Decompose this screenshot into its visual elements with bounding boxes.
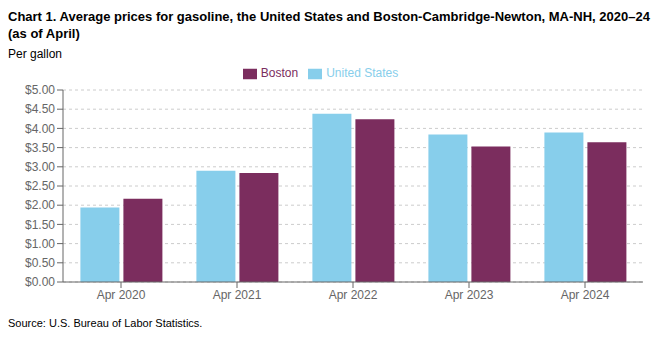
svg-text:Apr 2022: Apr 2022 xyxy=(329,288,378,302)
svg-text:$1.00: $1.00 xyxy=(25,237,55,251)
svg-text:$2.00: $2.00 xyxy=(25,198,55,212)
svg-text:Apr 2023: Apr 2023 xyxy=(445,288,494,302)
svg-text:$5.00: $5.00 xyxy=(25,83,55,97)
svg-text:$4.00: $4.00 xyxy=(25,122,55,136)
svg-text:Apr 2020: Apr 2020 xyxy=(97,288,146,302)
svg-text:$0.00: $0.00 xyxy=(25,275,55,289)
html-text:United States: United States xyxy=(326,66,399,80)
html-text:Boston: Boston xyxy=(260,66,299,80)
svg-text:Apr 2021: Apr 2021 xyxy=(213,288,262,302)
html-text:Chart 1. Average prices for ga: Chart 1. Average prices for gasoline, th… xyxy=(8,9,650,41)
html-text:Per gallon: Per gallon xyxy=(8,47,62,61)
svg-text:$3.00: $3.00 xyxy=(25,160,55,174)
svg-text:Apr 2024: Apr 2024 xyxy=(561,288,610,302)
html-text:Source: U.S. Bureau of Labor S: Source: U.S. Bureau of Labor Statistics. xyxy=(8,317,203,329)
svg-text:$1.50: $1.50 xyxy=(25,218,55,232)
svg-text:$0.50: $0.50 xyxy=(25,256,55,270)
svg-text:$4.50: $4.50 xyxy=(25,102,55,116)
svg-text:$3.50: $3.50 xyxy=(25,141,55,155)
svg-text:$2.50: $2.50 xyxy=(25,179,55,193)
